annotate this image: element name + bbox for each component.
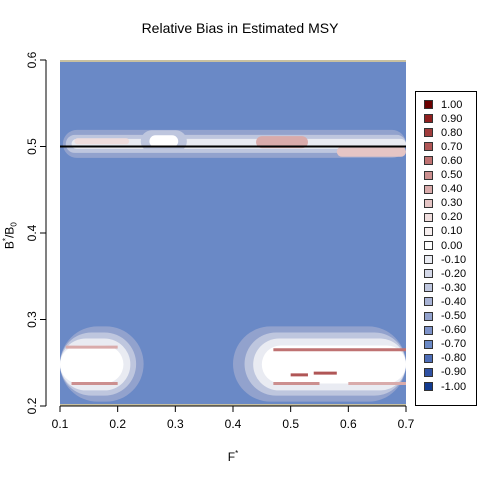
legend-swatch bbox=[424, 212, 433, 222]
legend-swatch bbox=[424, 269, 433, 279]
x-tick-label: 0.5 bbox=[282, 417, 299, 431]
legend-item: -0.80 bbox=[424, 352, 466, 365]
upper-blob-1-core bbox=[149, 135, 179, 148]
legend-item: -0.50 bbox=[424, 310, 466, 323]
legend-label: 0.40 bbox=[441, 183, 463, 196]
legend-item: 0.80 bbox=[424, 126, 462, 139]
legend-swatch bbox=[424, 339, 433, 349]
legend-item: -0.10 bbox=[424, 253, 466, 266]
x-axis-label: F* bbox=[227, 449, 239, 464]
chart-title: Relative Bias in Estimated MSY bbox=[141, 20, 339, 36]
x-tick-label: 0.4 bbox=[225, 417, 242, 431]
legend-label: -0.50 bbox=[441, 310, 467, 322]
legend-label: -0.80 bbox=[441, 352, 467, 365]
x-tick-label: 0.2 bbox=[109, 417, 126, 431]
legend-swatch bbox=[424, 128, 433, 138]
legend-item: 0.60 bbox=[424, 154, 462, 167]
legend-label: 0.30 bbox=[441, 197, 463, 210]
legend-item: 1.00 bbox=[424, 98, 462, 111]
legend-item: -0.40 bbox=[424, 295, 466, 308]
legend-item: -1.00 bbox=[424, 380, 466, 393]
legend-label: -0.90 bbox=[441, 366, 467, 379]
upper-blob-3 bbox=[336, 146, 406, 157]
legend-item: -0.20 bbox=[424, 267, 466, 280]
lower-left-core bbox=[60, 345, 124, 384]
legend-item: 0.40 bbox=[424, 183, 462, 196]
legend-label: -0.10 bbox=[441, 253, 467, 266]
legend-swatch bbox=[424, 367, 433, 377]
legend-label: -0.60 bbox=[441, 324, 467, 337]
legend-swatch bbox=[424, 283, 433, 293]
legend-item: 0.10 bbox=[424, 225, 462, 238]
legend-label: -0.40 bbox=[441, 295, 467, 308]
legend-swatch bbox=[424, 325, 433, 335]
y-tick-label: 0.3 bbox=[25, 311, 39, 328]
legend-swatch bbox=[424, 114, 433, 124]
legend-label: 1.00 bbox=[441, 98, 463, 111]
legend-swatch bbox=[424, 100, 433, 109]
upper-blob-0 bbox=[74, 138, 130, 145]
legend-label: 0.10 bbox=[441, 225, 463, 238]
y-tick-label: 0.2 bbox=[25, 397, 39, 414]
legend-label: -0.70 bbox=[441, 338, 467, 351]
legend-label: 0.70 bbox=[441, 140, 463, 153]
legend-swatch bbox=[424, 184, 433, 194]
legend-label: 0.80 bbox=[441, 126, 463, 139]
legend-label: 0.60 bbox=[441, 154, 463, 167]
legend-item: 0.30 bbox=[424, 197, 462, 210]
legend: 1.00 0.90 0.80 0.70 0.60 0.50 0.40 0.30 0.20 0.10… bbox=[415, 91, 477, 406]
x-tick-label: 0.7 bbox=[398, 417, 415, 431]
legend-swatch bbox=[424, 297, 433, 307]
legend-swatch bbox=[424, 353, 433, 363]
y-tick-label: 0.5 bbox=[25, 138, 39, 155]
legend-swatch bbox=[424, 382, 433, 391]
y-tick-label: 0.6 bbox=[25, 51, 39, 68]
legend-item: 0.20 bbox=[424, 211, 462, 224]
x-tick-label: 0.6 bbox=[340, 417, 357, 431]
legend-label: -0.30 bbox=[441, 281, 467, 294]
legend-swatch bbox=[424, 142, 433, 152]
y-axis-label: B*/B0 bbox=[1, 222, 19, 250]
legend-item: 0.00 bbox=[424, 239, 462, 252]
legend-item: -0.90 bbox=[424, 366, 466, 379]
legend-swatch bbox=[424, 255, 433, 265]
legend-swatch bbox=[424, 226, 433, 236]
legend-label: -0.20 bbox=[441, 267, 467, 280]
legend-item: -0.30 bbox=[424, 281, 466, 294]
legend-item: 0.90 bbox=[424, 112, 462, 125]
legend-item: 0.50 bbox=[424, 169, 462, 182]
legend-item: -0.60 bbox=[424, 324, 466, 337]
legend-swatch bbox=[424, 241, 433, 250]
legend-item: 0.70 bbox=[424, 140, 462, 153]
legend-label: 0.50 bbox=[441, 169, 463, 181]
legend-swatch bbox=[424, 156, 433, 166]
legend-label: 0.00 bbox=[441, 239, 463, 252]
x-tick-label: 0.3 bbox=[167, 417, 184, 431]
legend-swatch bbox=[424, 311, 433, 321]
legend-label: -1.00 bbox=[441, 380, 467, 393]
legend-label: 0.90 bbox=[441, 112, 463, 125]
legend-item: -0.70 bbox=[424, 338, 466, 351]
y-tick-label: 0.4 bbox=[25, 224, 39, 241]
legend-swatch bbox=[424, 170, 433, 180]
legend-label: 0.20 bbox=[441, 211, 463, 224]
legend-swatch bbox=[424, 198, 433, 208]
upper-blob-2 bbox=[256, 136, 308, 149]
x-tick-label: 0.1 bbox=[52, 417, 69, 431]
